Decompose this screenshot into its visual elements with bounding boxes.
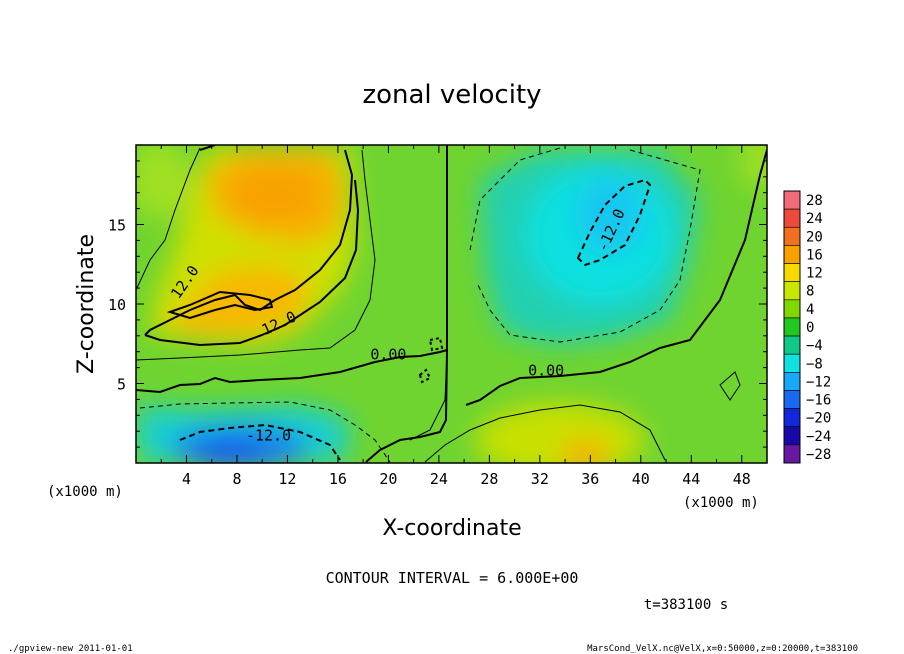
colorbar-label: −16: [806, 393, 831, 409]
y-tick-label: 10: [108, 296, 126, 314]
contour-12-right-dashed: [576, 178, 652, 267]
contour-6-mid-center: [409, 349, 448, 441]
colorbar-label: −24: [806, 429, 831, 445]
contour-6-small-loop: [719, 371, 741, 401]
colorbar-label: 8: [806, 284, 814, 300]
colorbar-swatch: [783, 226, 801, 246]
footer-right: MarsCond_VelX.nc@VelX,x=0:50000,z=0:2000…: [587, 644, 858, 654]
colorbar-label: 4: [806, 302, 814, 318]
contour-label: -12.0: [246, 427, 291, 445]
contour-6-upper-right: [469, 147, 701, 343]
colorbar-label: 12: [806, 266, 823, 282]
colorbar-swatch: [783, 190, 801, 210]
contour-6-mid-left: [136, 149, 376, 361]
colorbar-swatch: [783, 263, 801, 282]
colorbar-label: 24: [806, 211, 823, 227]
colorbar-swatch: [783, 245, 801, 264]
contour-6-lower-right: [424, 404, 666, 463]
x-tick-label: 48: [733, 470, 751, 488]
colorbar-label: 28: [806, 193, 823, 209]
x-tick-label: 12: [278, 470, 296, 488]
colorbar-swatch: [783, 299, 801, 319]
contour-lines: [136, 145, 767, 463]
colorbar-label: −4: [806, 338, 823, 354]
chart-title: zonal velocity: [362, 80, 541, 110]
contour-12-lower-dashed: [179, 423, 341, 461]
y-axis-ticks: 5 10 15: [108, 160, 767, 448]
x-tick-label: 44: [682, 470, 700, 488]
x-unit-right: (x1000 m): [683, 495, 759, 511]
x-tick-label: 40: [632, 470, 650, 488]
contour-12-outer: [144, 334, 263, 347]
colorbar-swatch: [783, 426, 801, 446]
contour-zero-small-loops: [418, 336, 444, 384]
x-tick-label: 16: [329, 470, 347, 488]
colorbar-swatch: [783, 335, 801, 355]
x-tick-label: 28: [480, 470, 498, 488]
x-unit-left: (x1000 m): [47, 484, 123, 500]
time-text: t=383100 s: [644, 597, 728, 613]
footer-left: ./gpview-new 2011-01-01: [8, 644, 133, 654]
contour-zero-right: [465, 149, 767, 406]
cool-peak-right: [575, 175, 645, 255]
x-tick-label: 8: [232, 470, 241, 488]
colorbar-swatch: [783, 408, 801, 428]
y-axis-label: Z-coordinate: [74, 234, 99, 374]
contour-interval-text: CONTOUR INTERVAL = 6.000E+00: [326, 569, 579, 587]
x-axis-ticks: 4 8 12 16 20 24 28 32 36 40 44 48: [160, 145, 751, 488]
x-tick-label: 36: [581, 470, 599, 488]
colorbar-swatch: [783, 317, 801, 337]
colorbar: 28 24 20 16 12 8 4 0 −4 −8 −12 −16 −20 −24 −28: [783, 190, 831, 464]
contour-12-inner-loop: [166, 290, 274, 320]
contour-12-top: [199, 145, 216, 151]
contour-6-upper-left: [136, 147, 201, 291]
warm-core-middle: [165, 265, 310, 335]
colorbar-label: 0: [806, 320, 814, 336]
warm-core-lower-right: [560, 439, 610, 463]
colorbar-swatch: [783, 372, 801, 391]
x-tick-label: 20: [379, 470, 397, 488]
x-tick-label: 4: [182, 470, 191, 488]
colorbar-swatch: [783, 353, 801, 373]
contour-label: 0.00: [370, 346, 406, 364]
contour-label: 0.00: [528, 362, 564, 380]
light-band-right-edge: [740, 145, 767, 190]
colorbar-swatch: [783, 281, 801, 301]
heatmap-field: [136, 145, 767, 463]
warm-spot-upper: [230, 170, 320, 220]
warm-region-lower-right: [475, 402, 645, 463]
colorbar-swatch: [783, 390, 801, 409]
contour-12-left-upper: [261, 179, 360, 336]
contour-6-lower-left-dashed: [139, 401, 391, 463]
x-tick-label: 32: [531, 470, 549, 488]
colorbar-swatch: [783, 208, 801, 228]
cool-peak-lower-left: [195, 440, 265, 463]
y-tick-label: 15: [108, 217, 126, 235]
colorbar-label: −28: [806, 447, 831, 463]
light-band-top-left: [136, 145, 190, 220]
colorbar-label: −12: [806, 374, 831, 390]
y-tick-label: 5: [117, 376, 126, 394]
contour-zero-main: [136, 145, 448, 394]
colorbar-label: −8: [806, 356, 823, 372]
colorbar-label: 20: [806, 229, 823, 245]
colorbar-label: −20: [806, 411, 831, 427]
colorbar-label: 16: [806, 247, 823, 263]
colorbar-frame: [783, 190, 801, 464]
x-tick-label: 24: [430, 470, 448, 488]
x-axis-label: X-coordinate: [382, 516, 521, 541]
contour-zero-lower: [365, 349, 448, 463]
colorbar-swatch: [783, 444, 801, 464]
